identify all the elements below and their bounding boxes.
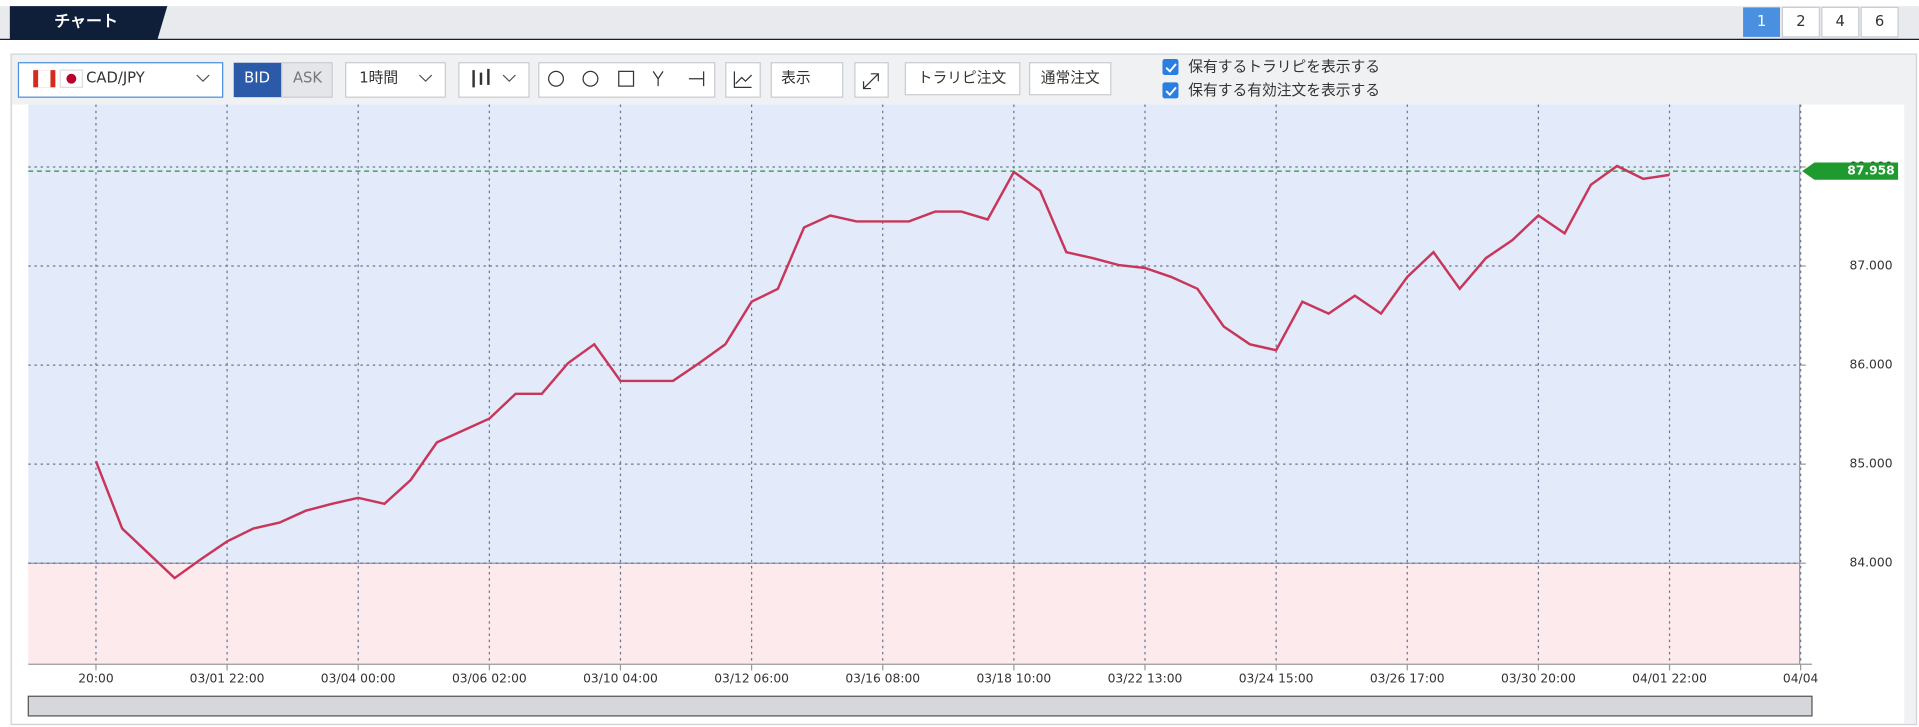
chevron	[196, 74, 210, 83]
x-tick-label: 03/30 20:00	[1501, 672, 1576, 686]
chevron	[502, 74, 516, 83]
layout-label: 2	[1796, 13, 1805, 30]
ask: ASK	[293, 70, 322, 87]
check-label: 保有するトラリピを表示する	[1188, 59, 1380, 76]
normal-order-button[interactable]	[1029, 62, 1112, 96]
zoom-tools[interactable]	[538, 62, 716, 98]
layout-label: 6	[1875, 13, 1884, 30]
layout-button[interactable]	[1821, 6, 1860, 38]
tab-bar	[0, 6, 1919, 40]
x-tick-label: 03/18 10:00	[976, 672, 1051, 686]
zone-upper	[28, 104, 1800, 564]
zoom-out[interactable]	[582, 70, 599, 87]
trap-order-button[interactable]	[904, 62, 1021, 96]
x-tick-label: 03/06 02:00	[452, 672, 527, 686]
chart-type-select[interactable]	[458, 62, 530, 98]
x-tick-label: 03/12 06:00	[714, 672, 789, 686]
flag-ca	[38, 70, 51, 88]
x-tick-label: 03/16 08:00	[845, 672, 920, 686]
x-tick-label: 03/04 00:00	[321, 672, 396, 686]
x-tick-label: 20:00	[78, 672, 113, 686]
current-price-tag	[1802, 162, 1899, 180]
y-tick-label: 87.000	[1850, 259, 1893, 273]
zone-lower	[28, 563, 1800, 665]
current-price-label: 87.958	[1847, 164, 1894, 178]
scrollbar[interactable]	[27, 695, 1813, 717]
display: 表示	[781, 70, 811, 87]
y-tick-label: 84.000	[1850, 556, 1893, 570]
ask-button[interactable]	[281, 62, 333, 98]
checkbox[interactable]	[1162, 82, 1179, 99]
tool-icons[interactable]	[652, 71, 705, 87]
layout-button[interactable]	[1781, 6, 1820, 38]
display-button[interactable]	[770, 62, 844, 98]
y-tick-label: 85.000	[1850, 457, 1893, 471]
flag-jp	[66, 73, 77, 84]
indicator-button[interactable]	[725, 62, 761, 98]
x-tick-label: 03/10 04:00	[583, 672, 658, 686]
expand-icon	[862, 73, 879, 90]
x-tick-label: 03/24 15:00	[1239, 672, 1314, 686]
x-tick-label: 03/22 13:00	[1108, 672, 1183, 686]
layout-button[interactable]	[1743, 7, 1780, 37]
checkbox[interactable]	[1162, 59, 1179, 76]
interval: 1時間	[359, 70, 398, 87]
candle-icon	[472, 68, 490, 88]
x-tick-label: 04/01 22:00	[1632, 672, 1707, 686]
check-label: 保有する有効注文を表示する	[1188, 82, 1380, 99]
x-tick-label: 03/01 22:00	[190, 672, 265, 686]
x-tick-label: 03/26 17:00	[1370, 672, 1445, 686]
x-tick-label: 04/04	[1783, 672, 1819, 686]
interval-select[interactable]	[345, 62, 446, 98]
price-line	[94, 164, 1670, 580]
bid: BID	[244, 70, 270, 87]
checkmark	[1165, 63, 1177, 97]
y-tick-label: 86.000	[1850, 358, 1893, 372]
bid-button[interactable]	[233, 62, 282, 98]
indicator-icon	[733, 71, 753, 88]
tab[interactable]	[9, 6, 168, 40]
chevron	[419, 74, 433, 83]
layout-label: 1	[1757, 13, 1766, 30]
layout-button[interactable]	[1860, 6, 1899, 38]
pair: CAD/JPY	[86, 70, 146, 87]
tab-title: チャート	[54, 12, 118, 31]
zoom-in[interactable]	[548, 70, 565, 87]
layout-label: 4	[1836, 13, 1845, 30]
fit[interactable]	[618, 70, 635, 87]
trap-order: トラリピ注文	[918, 70, 1007, 87]
normal-order: 通常注文	[1041, 70, 1100, 87]
